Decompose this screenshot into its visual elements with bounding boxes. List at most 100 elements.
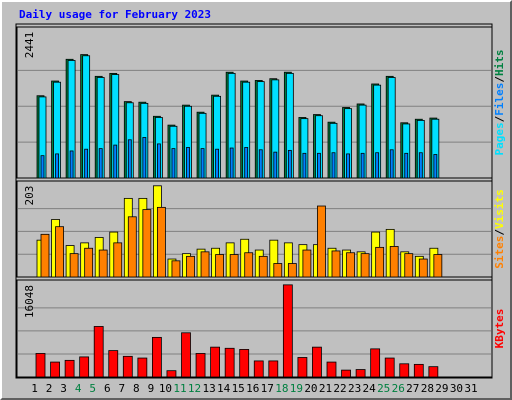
x-tick-label: 23 — [348, 382, 361, 395]
kbytes-bar — [312, 346, 322, 378]
x-tick-label: 28 — [421, 382, 434, 395]
x-tick-label: 11 — [173, 382, 186, 395]
sites-bar — [156, 206, 166, 278]
x-tick-label: 13 — [202, 382, 215, 395]
pages-bar — [200, 148, 205, 179]
legend-item: Visits — [493, 189, 506, 229]
sites-bar — [346, 252, 355, 278]
x-tick-label: 21 — [319, 382, 332, 395]
x-tick-label: 24 — [363, 382, 377, 395]
kbytes-bar — [210, 346, 221, 378]
pages-bar — [186, 147, 190, 179]
sites-bar — [229, 254, 239, 278]
pages-bar — [244, 147, 249, 179]
legend-hits-files-pages: Pages/Files/Hits — [493, 50, 506, 156]
sites-bar — [84, 247, 94, 278]
legend-item: / — [493, 76, 506, 83]
pages-bar — [215, 148, 220, 179]
sites-bar — [244, 252, 254, 278]
x-tick-label: 10 — [159, 382, 172, 395]
kbytes-bar — [428, 366, 439, 378]
kbytes-bar — [282, 284, 293, 378]
sites-bar — [40, 233, 50, 278]
pages-bar — [302, 152, 307, 179]
pages-bar — [317, 152, 321, 179]
kbytes-bar — [108, 350, 119, 378]
pages-bar — [273, 151, 278, 179]
x-tick-label: 30 — [450, 382, 463, 395]
x-tick-label: 3 — [60, 382, 67, 395]
ymax-label-kbytes: 16048 — [23, 285, 36, 318]
kbytes-bar — [93, 326, 104, 378]
sites-bar — [375, 246, 385, 278]
kbytes-bar — [79, 356, 90, 378]
sites-bar — [418, 258, 428, 278]
kbytes-bar — [224, 347, 235, 378]
kbytes-bar — [326, 361, 337, 378]
sites-bar — [200, 251, 210, 278]
x-tick-label: 9 — [148, 382, 155, 395]
x-tick-label: 2 — [46, 382, 53, 395]
pages-bar — [84, 148, 89, 179]
kbytes-bar — [50, 361, 60, 378]
pages-bar — [171, 148, 176, 179]
page-title: Daily usage for February 2023 — [19, 8, 212, 21]
kbytes-bar — [166, 370, 177, 378]
x-tick-label: 4 — [75, 382, 82, 395]
x-tick-label: 12 — [188, 382, 201, 395]
legend-item: Files — [493, 83, 506, 116]
sites-bar — [55, 226, 64, 278]
kbytes-bar — [355, 369, 366, 378]
x-tick-label: 25 — [377, 382, 390, 395]
pages-bar — [156, 143, 161, 179]
sites-bar — [287, 263, 297, 278]
pages-bar — [433, 154, 438, 179]
kbytes-bar — [137, 357, 148, 378]
kbytes-bar — [181, 332, 191, 378]
kbytes-bar — [151, 336, 162, 378]
kbytes-bar — [413, 363, 424, 378]
legend-item: Hits — [493, 50, 506, 77]
legend-item: / — [493, 229, 506, 236]
sites-bar — [360, 253, 370, 278]
sites-bar — [302, 249, 312, 278]
sites-bar — [142, 209, 152, 278]
x-tick-label: 31 — [464, 382, 477, 395]
kbytes-bar — [64, 359, 75, 378]
sites-bar — [113, 242, 123, 278]
pages-bar — [360, 152, 365, 179]
pages-bar — [331, 152, 336, 179]
sites-bar — [273, 263, 283, 278]
pages-bar — [229, 147, 234, 179]
x-tick-label: 18 — [275, 382, 288, 395]
sites-bar — [389, 246, 399, 278]
kbytes-bar — [195, 353, 206, 378]
x-tick-label: 29 — [435, 382, 448, 395]
sites-bar — [186, 255, 195, 278]
pages-bar — [127, 139, 132, 179]
kbytes-bar — [253, 360, 264, 378]
pages-bar — [69, 150, 74, 179]
sites-bar — [404, 253, 414, 278]
ymax-label-visits-sites: 203 — [23, 186, 36, 206]
pages-bar — [418, 152, 423, 179]
sites-bar — [331, 250, 341, 278]
x-tick-label: 27 — [406, 382, 419, 395]
legend-item: Sites — [493, 236, 506, 269]
kbytes-bar — [399, 363, 410, 378]
ymax-label-hits-files-pages: 2441 — [23, 32, 36, 59]
pages-bar — [98, 148, 103, 179]
x-tick-label: 26 — [392, 382, 405, 395]
x-tick-label: 8 — [133, 382, 140, 395]
legend-kbytes: KBytes — [493, 309, 506, 349]
kbytes-bar — [268, 360, 279, 378]
sites-bar — [98, 249, 108, 278]
sites-bar — [171, 260, 181, 278]
x-tick-label: 14 — [217, 382, 231, 395]
sites-bar — [215, 254, 225, 278]
pages-bar — [346, 153, 350, 179]
sites-bar — [258, 255, 268, 278]
pages-bar — [40, 155, 45, 179]
pages-bar — [375, 152, 380, 179]
